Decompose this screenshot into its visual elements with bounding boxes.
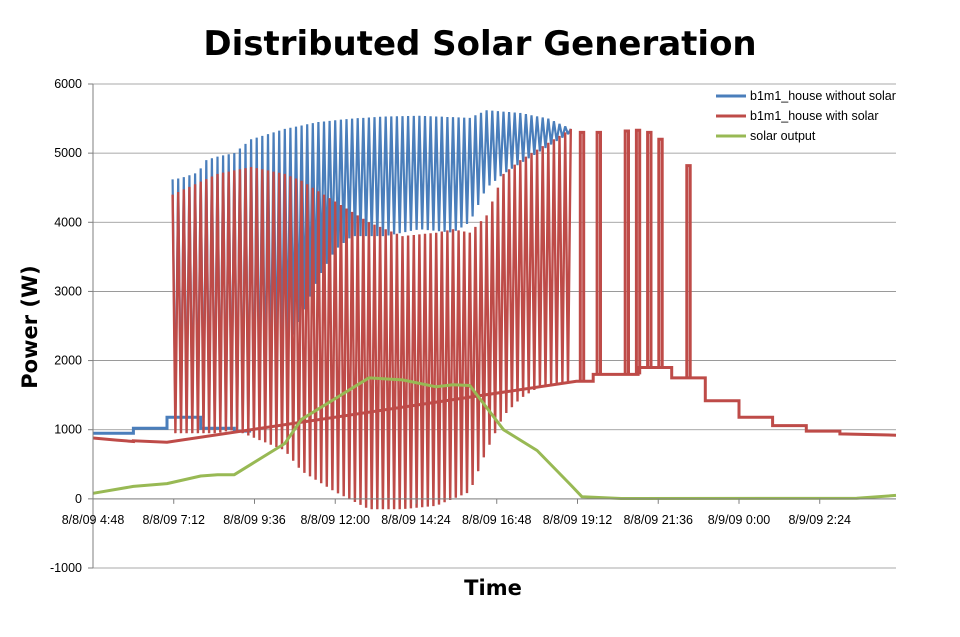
axes: -1000 0 1000 2000 3000 4000 5000 6000 8/8/09 4:4… [50,77,896,575]
x-tick-label-1: 8/8/09 7:12 [142,513,205,527]
series-solar-output [92,376,897,500]
series-layer [92,110,897,510]
x-axis-title: Time [464,576,522,600]
y-tick-label-1: 0 [75,492,82,506]
y-tick-label-3: 2000 [54,354,82,368]
legend-label-with-solar: b1m1_house with solar [750,109,879,123]
chart-title: Distributed Solar Generation [203,24,756,64]
x-tick-label-2: 8/8/09 9:36 [223,513,286,527]
series-with-solar-spike-4 [646,130,653,368]
x-tick-label-0: 8/8/09 4:48 [62,513,125,527]
y-tick-label-4: 3000 [54,284,82,298]
series-with-solar-spike-2 [623,129,630,375]
legend: b1m1_house without solar b1m1_house with… [716,89,896,143]
y-tick-label-0: -1000 [50,561,82,575]
legend-label-solar-output: solar output [750,129,816,143]
x-tick-label-5: 8/8/09 16:48 [462,513,532,527]
x-tick-label-3: 8/8/09 12:00 [300,513,370,527]
series-with-solar-spike-0 [578,130,586,382]
y-tick-label-2: 1000 [54,423,82,437]
series-with-solar-spike-3 [634,128,642,375]
x-tick-label-9: 8/9/09 2:24 [788,513,851,527]
x-tick-label-4: 8/8/09 14:24 [381,513,451,527]
series-with-solar-spike-6 [685,164,692,378]
y-axis-title: Power (W) [18,265,42,389]
x-tick-label-6: 8/8/09 19:12 [543,513,613,527]
series-without-solar-baseline [93,415,252,435]
x-tick-label-8: 8/9/09 0:00 [708,513,771,527]
series-with-solar [92,128,897,510]
legend-label-without-solar: b1m1_house without solar [750,89,896,103]
x-tick-label-7: 8/8/09 21:36 [623,513,693,527]
series-with-solar-spike-1 [595,130,602,375]
series-with-solar-cycling [171,128,572,510]
y-tick-label-6: 5000 [54,146,82,160]
y-tick-label-5: 4000 [54,215,82,229]
y-tick-label-7: 6000 [54,77,82,91]
series-with-solar-spike-5 [657,137,664,368]
series-with-solar-line [92,366,897,444]
